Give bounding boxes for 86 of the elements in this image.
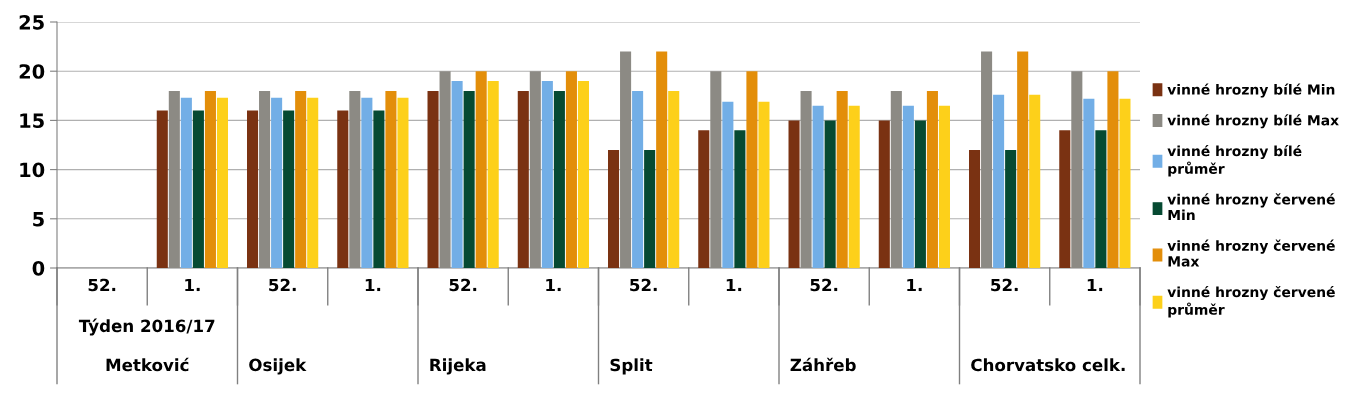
legend-label: vinné hrozny červené Max	[1167, 239, 1335, 267]
y-tick-label: 10	[20, 162, 45, 178]
bar	[373, 110, 385, 268]
y-tick-label: 5	[33, 212, 44, 227]
bar	[192, 110, 204, 268]
text: Chorvatsko celk.	[971, 358, 1125, 372]
bar	[656, 51, 668, 268]
legend-label: vinné hrozny bílé průměr	[1167, 144, 1302, 177]
bar	[993, 94, 1005, 268]
x-tick-label: 52.	[630, 278, 657, 292]
x-tick-label: 52.	[269, 278, 296, 292]
bar	[361, 97, 373, 268]
bar	[295, 90, 307, 268]
bar	[307, 97, 319, 268]
bar	[1083, 98, 1095, 268]
bar	[824, 120, 836, 268]
bar	[1107, 71, 1119, 268]
bar	[734, 130, 746, 268]
text: Rijeka	[430, 358, 486, 375]
bar	[204, 90, 216, 268]
bar	[541, 81, 553, 268]
bar	[271, 97, 283, 268]
bar	[427, 90, 439, 268]
bar	[1029, 94, 1041, 268]
x-tick-label: 1.	[726, 278, 742, 292]
bar	[1095, 130, 1107, 268]
bar	[475, 71, 487, 268]
bar	[668, 90, 680, 268]
bar	[283, 110, 295, 268]
bar	[463, 90, 475, 268]
bar	[517, 90, 529, 268]
x-tick-label: 52.	[810, 278, 838, 292]
bar	[914, 120, 926, 268]
bar	[247, 110, 259, 268]
bar	[385, 90, 397, 268]
text: Split	[610, 358, 653, 375]
bar	[180, 97, 192, 268]
bar	[836, 90, 848, 268]
bar	[644, 149, 656, 268]
bar	[812, 105, 824, 268]
x-tick-label: 52.	[991, 278, 1018, 292]
bar	[1059, 130, 1071, 268]
bar	[632, 90, 644, 268]
bar	[788, 120, 800, 268]
x-tick-label: 1.	[1087, 278, 1103, 292]
text: Metković	[106, 357, 189, 372]
y-tick-label: 25	[19, 14, 44, 30]
legend-label: vinné hrozny červené průměr	[1167, 285, 1335, 318]
bar	[848, 105, 860, 268]
legend-label: vinné hrozny bílé Max	[1167, 114, 1339, 129]
text: Osijek	[249, 358, 307, 375]
bar	[938, 105, 950, 268]
text: Záhřeb	[790, 357, 856, 372]
text: Týden 2016/17	[78, 318, 215, 336]
bar	[1119, 98, 1131, 268]
bar	[565, 71, 577, 268]
bar	[156, 110, 168, 268]
legend-label: vinné hrozny bílé Min	[1167, 83, 1335, 98]
bar	[969, 149, 981, 268]
bar	[722, 101, 734, 268]
bar	[698, 130, 710, 268]
bar	[451, 81, 463, 268]
bar	[746, 71, 758, 268]
y-tick-label: 15	[20, 113, 44, 129]
bar	[758, 101, 770, 268]
bar	[926, 90, 938, 268]
x-tick-label: 52.	[88, 278, 116, 292]
bar	[1017, 51, 1029, 268]
bar	[487, 81, 499, 268]
x-tick-label: 1.	[907, 278, 922, 292]
bar	[902, 105, 914, 268]
bar	[608, 149, 620, 268]
bar	[337, 110, 349, 268]
bar	[1005, 149, 1017, 268]
x-tick-label: 1.	[546, 278, 561, 292]
bar	[397, 97, 409, 268]
bar	[216, 97, 228, 268]
y-tick-label: 20	[19, 64, 45, 79]
x-tick-label: 1.	[365, 278, 381, 292]
legend-label: vinné hrozny červené Min	[1167, 193, 1335, 221]
x-tick-label: 52.	[449, 278, 477, 292]
x-tick-label: 1.	[185, 278, 200, 292]
bar	[577, 81, 589, 268]
bar	[553, 90, 565, 268]
bar	[878, 120, 890, 268]
y-tick-label: 0	[32, 260, 45, 276]
